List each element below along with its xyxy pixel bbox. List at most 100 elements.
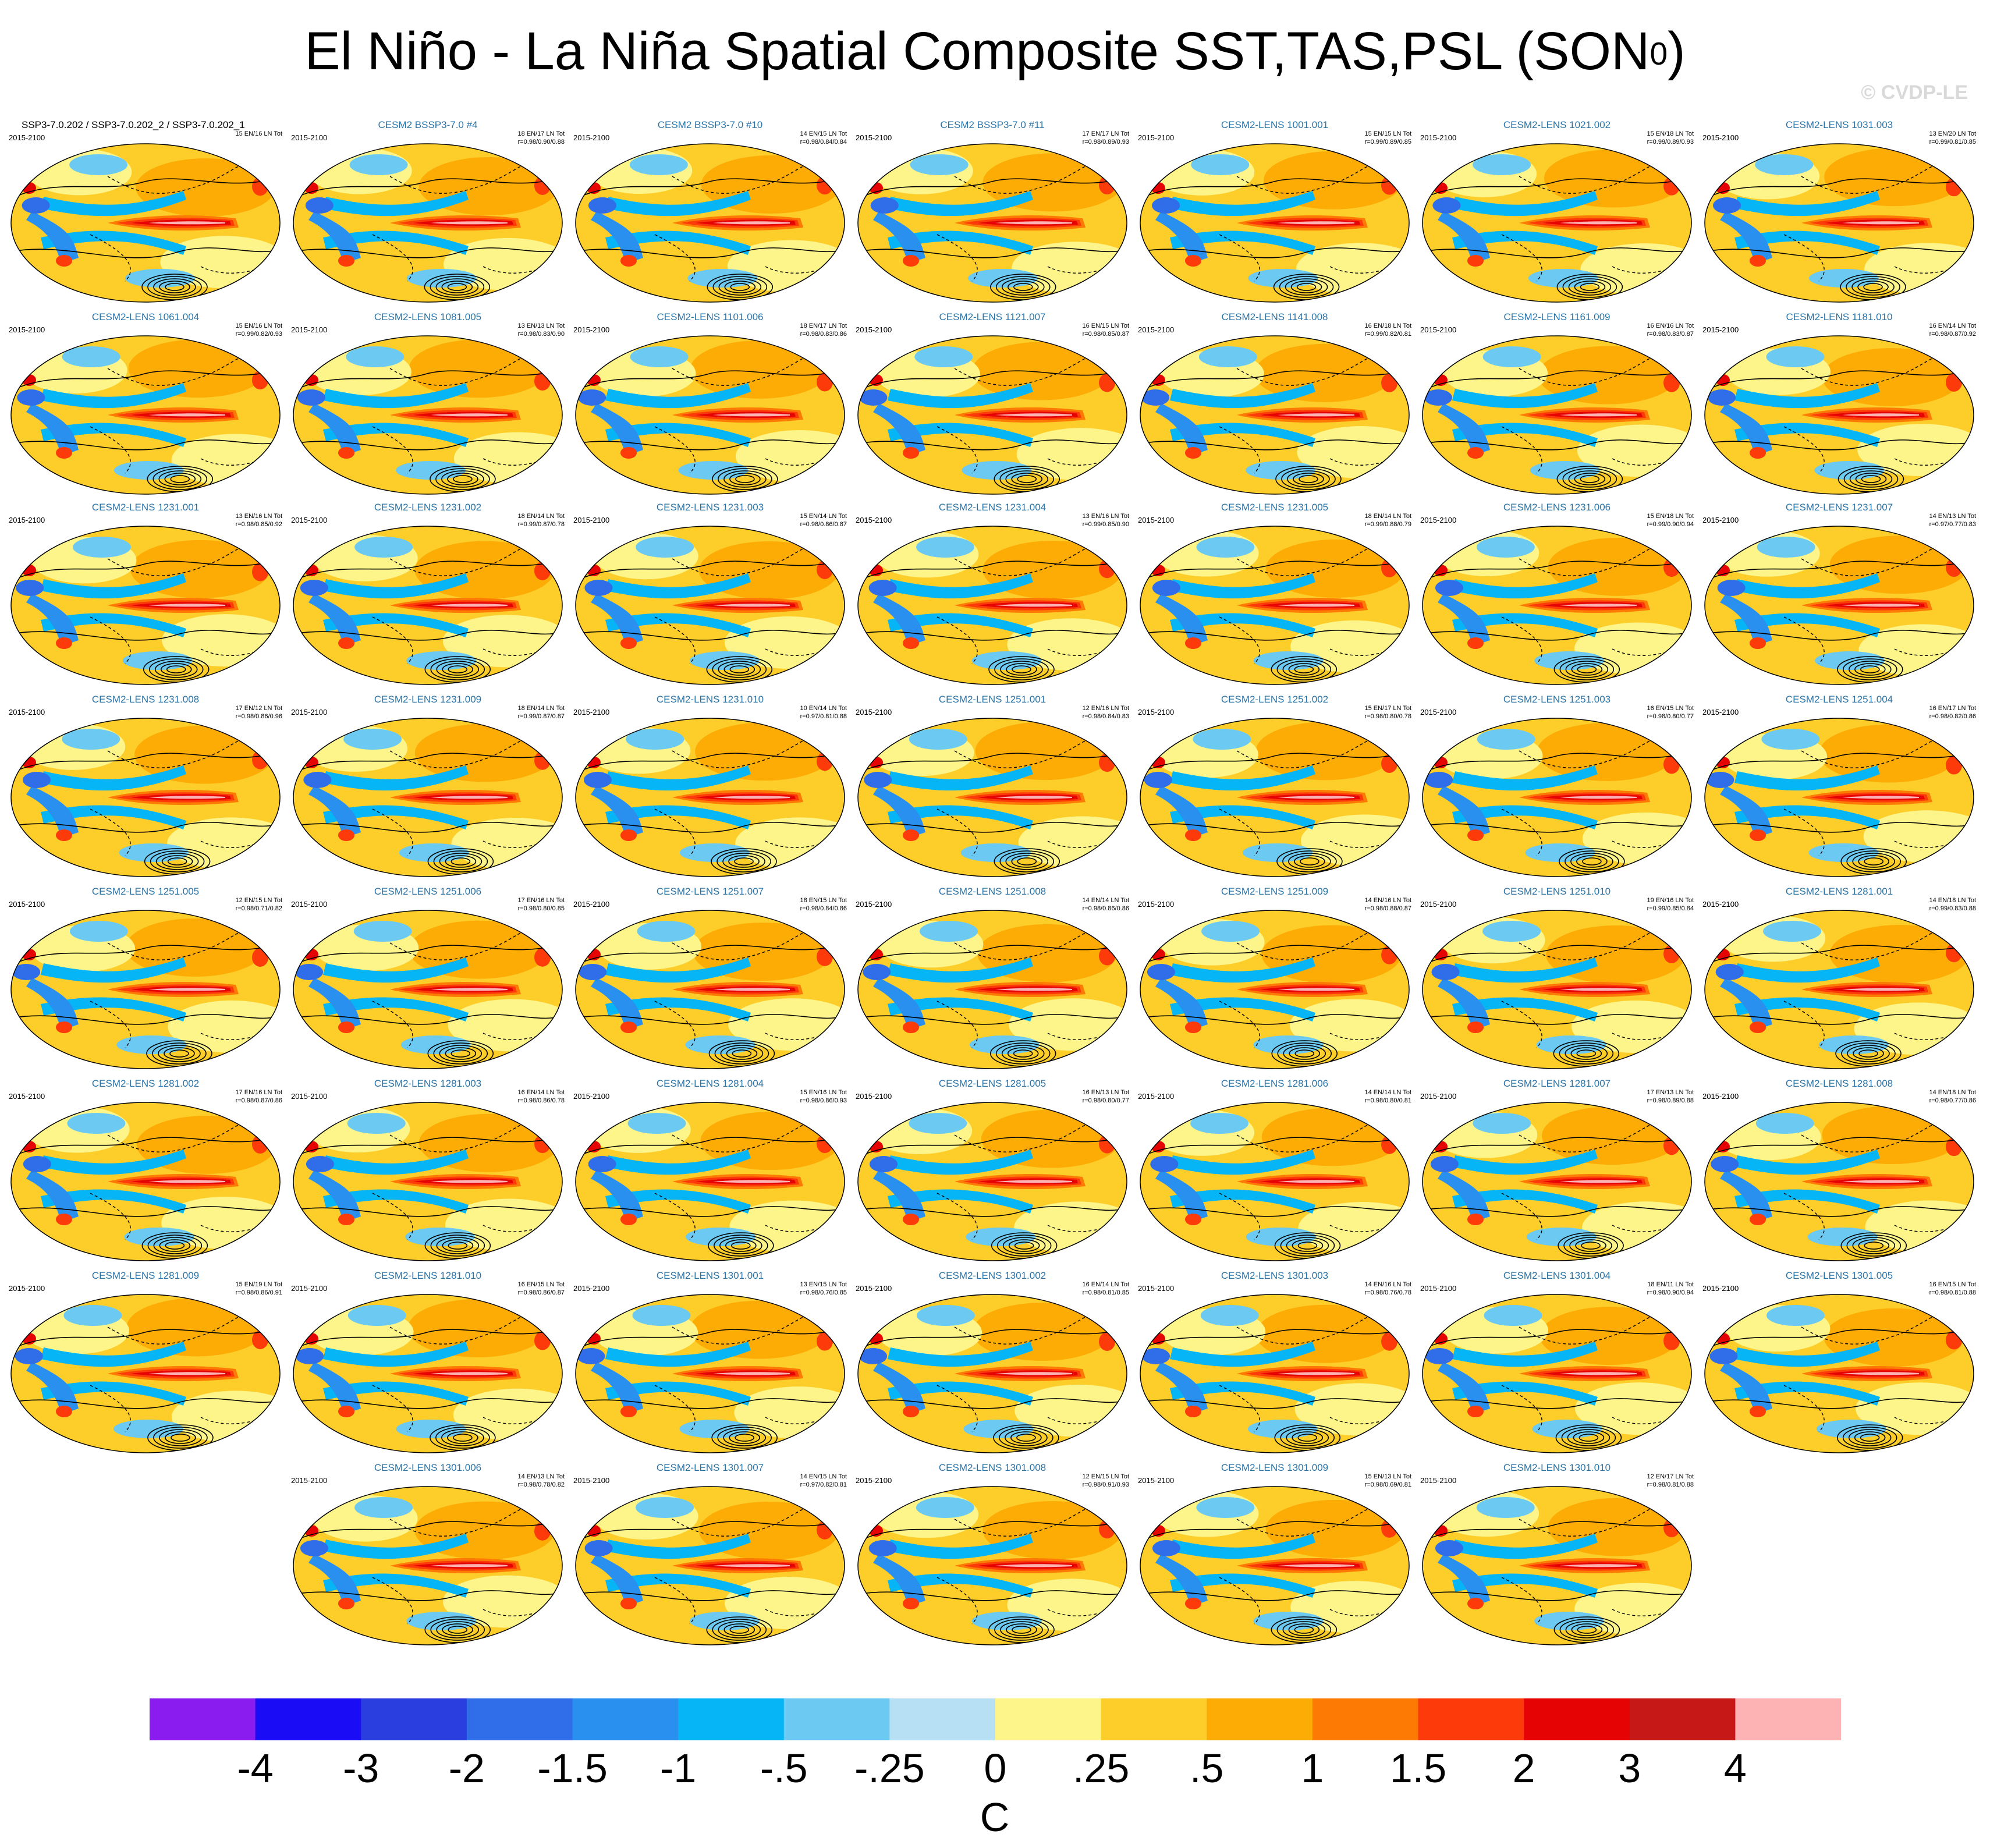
map-outline	[1704, 335, 1974, 495]
panel-event-counts: 15 EN/17 LN Tot r=0.98/0.80/0.78	[1364, 704, 1411, 721]
panel-title: CESM2-LENS 1021.002	[1503, 119, 1611, 130]
map-outline	[1140, 143, 1410, 303]
panel-event-counts: 18 EN/14 LN Tot r=0.99/0.87/0.87	[517, 704, 565, 721]
map-panel: CESM2-LENS 1281.002 2015-2100 17 EN/16 LN …	[9, 1078, 282, 1264]
panel-period: 2015-2100	[1702, 1092, 1739, 1101]
panel-period: 2015-2100	[573, 708, 610, 717]
composite-map	[10, 718, 281, 877]
panel-event-counts: 13 EN/16 LN Tot r=0.99/0.85/0.90	[1082, 512, 1129, 528]
composite-map	[1704, 718, 1974, 877]
panel-correlation-text: r=0.97/0.77/0.83	[1929, 521, 1976, 528]
panel-title: CESM2-LENS 1251.010	[1503, 886, 1611, 897]
panel-event-counts: 12 EN/16 LN Tot r=0.98/0.84/0.83	[1082, 704, 1129, 721]
composite-map	[575, 1486, 845, 1645]
panel-event-counts: 16 EN/13 LN Tot r=0.98/0.80/0.77	[1082, 1088, 1129, 1105]
map-panel: CESM2-LENS 1301.001 2015-2100 13 EN/15 LN …	[573, 1270, 847, 1456]
map-panel: CESM2 BSSP3-7.0 #4 2015-2100 18 EN/17 LN T…	[291, 119, 565, 306]
panel-event-counts: 15 EN/16 LN Tot	[235, 130, 282, 138]
panel-correlation-text: r=0.98/0.86/0.87	[517, 1289, 565, 1296]
map-panel: CESM2-LENS 1231.004 2015-2100 13 EN/16 LN …	[856, 502, 1129, 688]
colorbar-swatch	[466, 1698, 573, 1740]
map-panel: CESM2-LENS 1281.007 2015-2100 17 EN/13 LN …	[1420, 1078, 1694, 1264]
panel-correlation-text: r=0.98/0.69/0.81	[1364, 1481, 1411, 1488]
panel-period: 2015-2100	[1138, 900, 1175, 909]
map-outline	[1140, 335, 1410, 495]
panel-counts-text: 16 EN/15 LN Tot	[1929, 1281, 1976, 1288]
map-outline	[1422, 1486, 1692, 1645]
panel-correlation-text: r=0.98/0.86/0.91	[235, 1289, 282, 1296]
panel-correlation-text: r=0.99/0.87/0.87	[517, 713, 565, 720]
map-panel: CESM2 BSSP3-7.0 #11 2015-2100 17 EN/17 LN …	[856, 119, 1129, 306]
panel-event-counts: 14 EN/18 LN Tot r=0.98/0.77/0.86	[1929, 1088, 1976, 1105]
map-panel: CESM2-LENS 1251.007 2015-2100 18 EN/15 LN …	[573, 886, 847, 1072]
panel-event-counts: 15 EN/15 LN Tot r=0.99/0.89/0.85	[1364, 130, 1411, 146]
panel-event-counts: 14 EN/16 LN Tot r=0.98/0.88/0.87	[1364, 896, 1411, 913]
panel-event-counts: 17 EN/16 LN Tot r=0.98/0.80/0.85	[517, 896, 565, 913]
panel-correlation-text: r=0.98/0.86/0.87	[800, 521, 847, 528]
panel-counts-text: 18 EN/11 LN Tot	[1647, 1281, 1694, 1288]
panel-period: 2015-2100	[1420, 325, 1457, 334]
panel-event-counts: 16 EN/18 LN Tot r=0.99/0.82/0.81	[1364, 322, 1411, 338]
map-outline	[1704, 526, 1974, 685]
panel-event-counts: 14 EN/13 LN Tot r=0.98/0.78/0.82	[517, 1473, 565, 1489]
composite-map	[1140, 718, 1410, 877]
panel-counts-text: 14 EN/15 LN Tot	[800, 1473, 847, 1480]
composite-map	[857, 1486, 1127, 1645]
panel-period: 2015-2100	[856, 133, 892, 142]
panel-correlation-text: r=0.99/0.90/0.94	[1647, 521, 1694, 528]
panel-title: CESM2-LENS 1231.005	[1221, 502, 1329, 513]
map-outline	[857, 910, 1127, 1069]
panel-counts-text: 13 EN/16 LN Tot	[1082, 513, 1129, 520]
map-panel: CESM2-LENS 1231.005 2015-2100 18 EN/14 LN …	[1138, 502, 1411, 688]
panel-period: 2015-2100	[1420, 1476, 1457, 1485]
map-panel: CESM2-LENS 1231.006 2015-2100 15 EN/18 LN …	[1420, 502, 1694, 688]
map-outline	[293, 1102, 563, 1261]
map-panel: CESM2-LENS 1301.002 2015-2100 16 EN/14 LN …	[856, 1270, 1129, 1456]
panel-correlation-text: r=0.98/0.90/0.94	[1647, 1289, 1694, 1296]
composite-map	[293, 335, 563, 495]
panel-title: CESM2-LENS 1251.005	[91, 886, 200, 897]
colorbar-tick-label: 1	[1301, 1746, 1324, 1791]
panel-counts-text: 17 EN/12 LN Tot	[235, 705, 282, 712]
panel-correlation-text: r=0.98/0.86/0.96	[235, 713, 282, 720]
panel-period: 2015-2100	[856, 516, 892, 524]
panel-event-counts: 15 EN/14 LN Tot r=0.98/0.86/0.87	[800, 512, 847, 528]
map-outline	[1140, 1294, 1410, 1453]
map-panel: CESM2-LENS 1231.002 2015-2100 18 EN/14 LN …	[291, 502, 565, 688]
panel-period: 2015-2100	[1420, 516, 1457, 524]
panel-correlation-text: r=0.98/0.86/0.86	[1082, 905, 1129, 912]
map-outline	[1422, 1102, 1692, 1261]
panel-correlation-text: r=0.98/0.80/0.81	[1364, 1097, 1411, 1104]
panel-counts-text: 16 EN/17 LN Tot	[1929, 705, 1976, 712]
map-panel: CESM2-LENS 1141.008 2015-2100 16 EN/18 LN …	[1138, 311, 1411, 498]
composite-map	[293, 1102, 563, 1261]
map-outline	[1704, 143, 1974, 303]
panel-period: 2015-2100	[573, 1284, 610, 1293]
panel-title: CESM2-LENS 1161.009	[1503, 311, 1611, 322]
composite-map	[1704, 143, 1974, 303]
map-outline	[1704, 1294, 1974, 1453]
panel-title: CESM2-LENS 1301.002	[938, 1270, 1047, 1281]
panel-period: 2015-2100	[9, 1284, 45, 1293]
panel-period: 2015-2100	[9, 708, 45, 717]
composite-map	[575, 1294, 845, 1453]
panel-title: CESM2-LENS 1301.004	[1503, 1270, 1611, 1281]
map-outline	[10, 1294, 281, 1453]
panel-period: 2015-2100	[856, 708, 892, 717]
panel-title: CESM2-LENS 1301.006	[374, 1462, 482, 1473]
panel-correlation-text: r=0.98/0.80/0.78	[1364, 713, 1411, 720]
colorbar-swatch	[889, 1698, 996, 1740]
panel-event-counts: 14 EN/18 LN Tot r=0.99/0.83/0.88	[1929, 896, 1976, 913]
panel-title: CESM2-LENS 1251.004	[1785, 694, 1893, 705]
colorbar-tick-label: -1.5	[537, 1746, 608, 1791]
colorbar-tick-label: 3	[1618, 1746, 1641, 1791]
panel-counts-text: 12 EN/15 LN Tot	[235, 897, 282, 904]
panel-period: 2015-2100	[291, 1476, 328, 1485]
map-panel: CESM2-LENS 1251.010 2015-2100 19 EN/16 LN …	[1420, 886, 1694, 1072]
composite-map	[857, 1294, 1127, 1453]
map-outline	[1422, 335, 1692, 495]
map-panel: CESM2-LENS 1251.006 2015-2100 17 EN/16 LN …	[291, 886, 565, 1072]
panel-event-counts: 17 EN/13 LN Tot r=0.98/0.89/0.88	[1647, 1088, 1694, 1105]
panel-period: 2015-2100	[9, 133, 45, 142]
panel-counts-text: 17 EN/16 LN Tot	[517, 897, 565, 904]
